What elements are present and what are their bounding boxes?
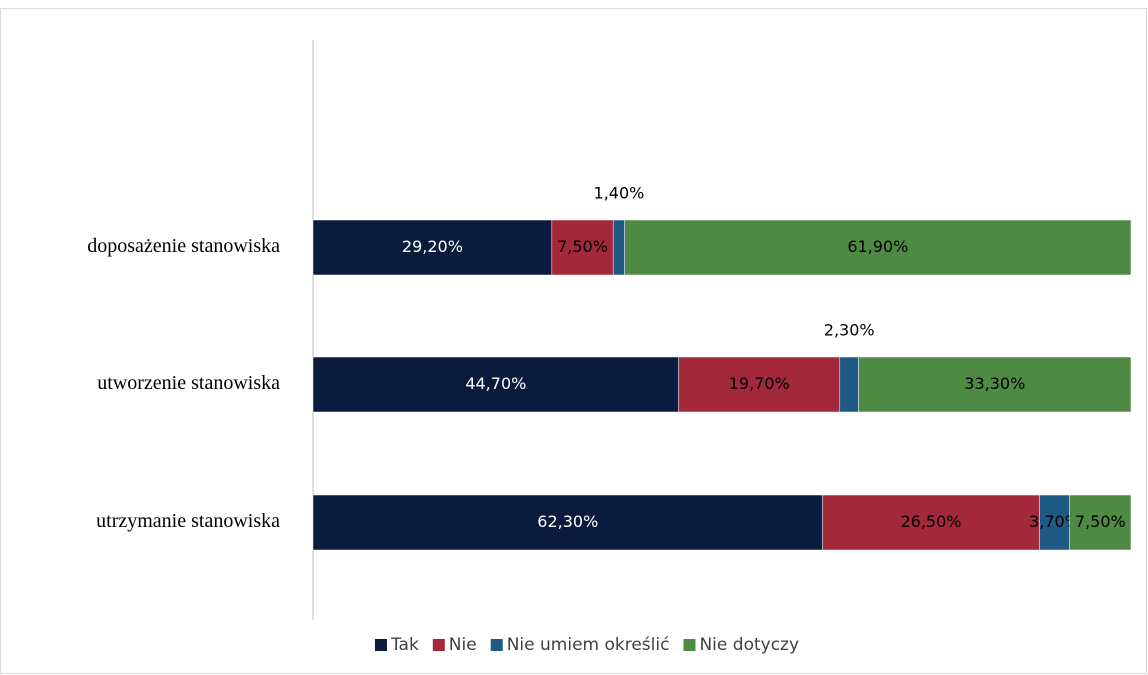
data-label: 26,50% <box>900 512 961 531</box>
bar-segment <box>822 494 1040 551</box>
legend-swatch <box>490 639 503 651</box>
legend-label: Nie umiem określić <box>507 635 670 655</box>
data-label: 1,40% <box>594 184 645 203</box>
legend-label: Nie <box>449 635 477 655</box>
legend-label: Tak <box>390 635 419 655</box>
y-tick-label: utrzymanie stanowiska <box>96 510 280 532</box>
bar-segment <box>551 219 614 276</box>
bar-segment <box>1069 494 1132 551</box>
bar-segment <box>1039 494 1070 551</box>
legend-label: Nie dotyczy <box>699 635 799 655</box>
bar-segment <box>612 219 625 276</box>
data-label: 33,30% <box>964 374 1025 393</box>
y-tick-label: doposażenie stanowiska <box>87 235 280 257</box>
legend-swatch <box>432 639 445 651</box>
data-label: 44,70% <box>465 374 526 393</box>
legend-swatch <box>683 639 696 651</box>
bar-segment <box>839 356 859 413</box>
legend-swatch <box>374 639 387 651</box>
bar-segment <box>858 356 1132 413</box>
chart-border <box>0 8 1147 674</box>
bar-segment <box>312 356 679 413</box>
data-label: 29,20% <box>402 237 463 256</box>
bar-segment <box>624 219 1132 276</box>
data-label: 7,50% <box>557 237 608 256</box>
data-label: 2,30% <box>824 321 875 340</box>
data-label: 3,70% <box>1029 512 1080 531</box>
data-label: 7,50% <box>1075 512 1126 531</box>
y-tick-label: utworzenie stanowiska <box>97 372 280 394</box>
bar-segment <box>312 219 553 276</box>
data-label: 19,70% <box>729 374 790 393</box>
data-label: 61,90% <box>847 237 908 256</box>
data-label: 62,30% <box>537 512 598 531</box>
